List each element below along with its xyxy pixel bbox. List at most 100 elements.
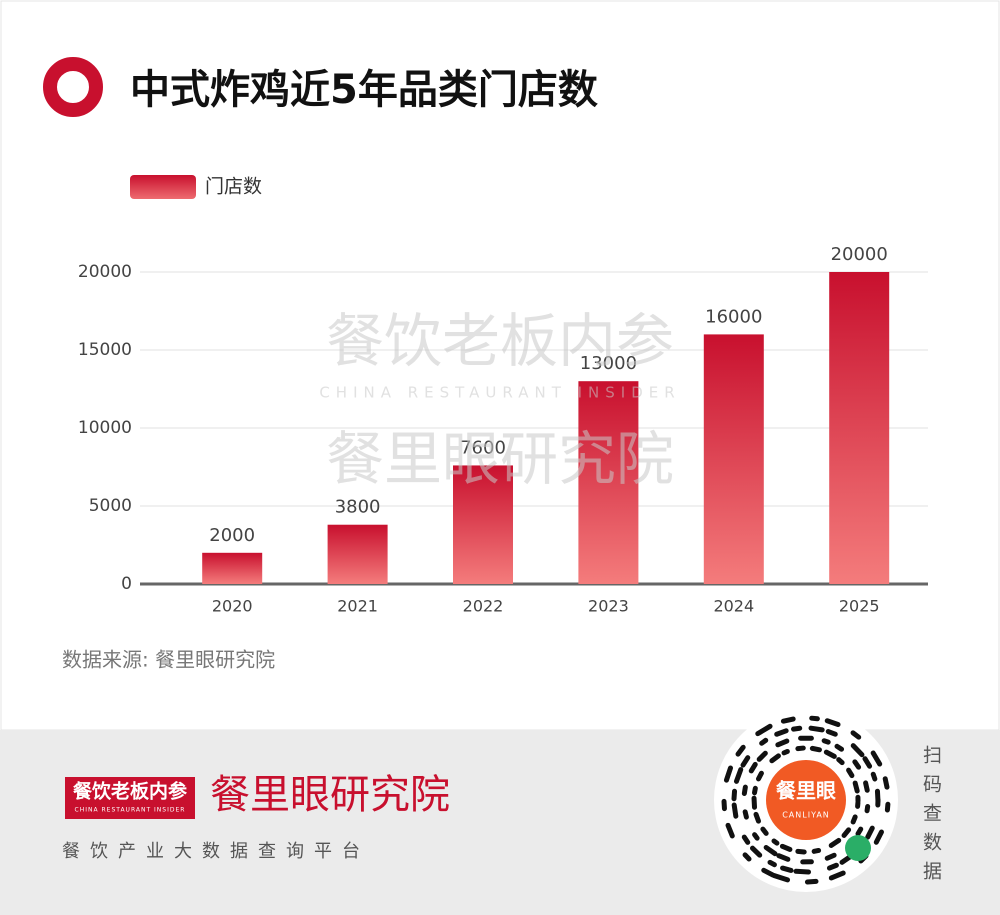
- qr-dash: [852, 780, 860, 794]
- title-icon: [43, 57, 103, 117]
- qr-dash: [749, 845, 763, 858]
- qr-dash: [864, 803, 871, 814]
- value-label: 7600: [460, 437, 506, 458]
- qr-badge: [845, 835, 871, 861]
- qr-dash: [862, 756, 873, 769]
- value-label: 20000: [831, 244, 888, 265]
- qr-dash: [821, 738, 831, 745]
- qr-dash: [855, 826, 864, 837]
- footer-institute: 餐里眼研究院: [210, 772, 450, 818]
- qr-dash: [811, 847, 822, 854]
- qr-dash: [793, 868, 812, 875]
- qr-dash: [731, 802, 739, 819]
- qr-dash: [825, 729, 838, 737]
- watermark-english: CHINA RESTAURANT INSIDER: [319, 384, 680, 402]
- x-tick-label: 2023: [588, 597, 629, 616]
- footer-brand: 餐饮老板内参: [73, 780, 187, 803]
- qr-dash: [780, 716, 796, 724]
- qr-dash: [759, 737, 769, 746]
- qr-dash: [809, 715, 820, 722]
- qr-label: 餐里眼: [776, 779, 836, 803]
- source: 数据来源: 餐里眼研究院: [62, 648, 275, 672]
- x-tick-label: 2025: [839, 597, 880, 616]
- value-label: 16000: [705, 306, 762, 327]
- footer-tagline: 餐饮产业大数据查询平台: [62, 841, 370, 862]
- qr-dash: [761, 867, 776, 878]
- qr-dash: [804, 878, 819, 885]
- qr-dash: [763, 844, 778, 857]
- qr-dash: [852, 759, 862, 770]
- watermark-institute: 餐里眼研究院: [326, 425, 674, 493]
- x-tick-label: 2022: [463, 597, 504, 616]
- qr-dash: [740, 755, 751, 768]
- qr-dash: [836, 757, 845, 766]
- qr-dash: [863, 780, 870, 793]
- footer-english: CHINA RESTAURANT INSIDER: [75, 807, 186, 814]
- qr-dash: [823, 749, 837, 759]
- qr-dash: [809, 745, 822, 753]
- qr-dash: [870, 771, 878, 782]
- bar: [202, 552, 263, 584]
- bar: [703, 334, 764, 584]
- qr-dash: [870, 750, 883, 767]
- qr-dash: [824, 852, 837, 861]
- qr-dash: [824, 718, 841, 728]
- qr-dash: [748, 761, 758, 774]
- qr-dash: [882, 776, 890, 790]
- qr-dash: [846, 767, 855, 779]
- x-tick-label: 2024: [713, 597, 754, 616]
- qr-pattern: [721, 715, 891, 885]
- qr-dash: [865, 825, 875, 840]
- qr-dash: [752, 832, 760, 841]
- qr-dash: [723, 765, 734, 783]
- bar: [327, 524, 388, 584]
- qr-dash: [828, 870, 846, 881]
- qr-dash: [850, 730, 862, 740]
- qr-sub: CANLIYAN: [782, 811, 830, 820]
- y-tick-label: 10000: [78, 418, 132, 438]
- qr-dash: [781, 748, 790, 756]
- qr-dash: [735, 744, 746, 757]
- qr-dash: [760, 826, 769, 836]
- x-tick-label: 2020: [212, 597, 253, 616]
- qr-dash: [795, 745, 806, 752]
- qr-dash: [753, 811, 761, 824]
- qr-dash: [776, 853, 791, 862]
- y-tick-label: 5000: [89, 496, 132, 516]
- qr-dash: [874, 788, 881, 804]
- watermark: 餐饮老板内参 CHINA RESTAURANT INSIDER 餐里眼研究院: [319, 307, 680, 493]
- qr-dash: [742, 852, 752, 862]
- plot: 0 5000 10000 15000 20000 2020 2000 2021 3800 2022…: [78, 244, 928, 616]
- qr-dash: [841, 827, 852, 838]
- qr-dash: [771, 872, 791, 883]
- value-label: 13000: [580, 353, 637, 374]
- value-label: 3800: [335, 497, 381, 518]
- value-label: 2000: [209, 525, 255, 546]
- bar: [453, 465, 513, 584]
- qr-dash: [769, 753, 781, 764]
- qr-dash: [808, 725, 825, 733]
- qr-dash: [741, 834, 751, 845]
- qr-dash: [795, 848, 807, 855]
- qr-dash: [790, 725, 803, 732]
- qr-dash: [780, 865, 794, 873]
- qr-dash: [834, 743, 845, 752]
- qr-dash: [752, 785, 758, 796]
- qr-dash: [850, 743, 865, 758]
- x-tick-label: 2021: [337, 597, 378, 616]
- legend-swatch: [130, 175, 196, 199]
- qr-dash: [779, 843, 793, 852]
- qr-dash: [775, 738, 790, 748]
- qr-dash: [755, 770, 764, 782]
- qr-dash: [725, 822, 735, 839]
- y-tick-label: 15000: [78, 340, 132, 360]
- watermark-brand: 餐饮老板内参: [326, 307, 674, 375]
- qr-dash: [828, 837, 842, 848]
- qr-dash: [774, 728, 789, 737]
- footer-logo-box: [65, 777, 195, 819]
- qr-dash: [733, 767, 744, 784]
- chart-title: 中式炸鸡近5年品类门店数: [130, 67, 598, 113]
- legend-label: 门店数: [205, 176, 262, 198]
